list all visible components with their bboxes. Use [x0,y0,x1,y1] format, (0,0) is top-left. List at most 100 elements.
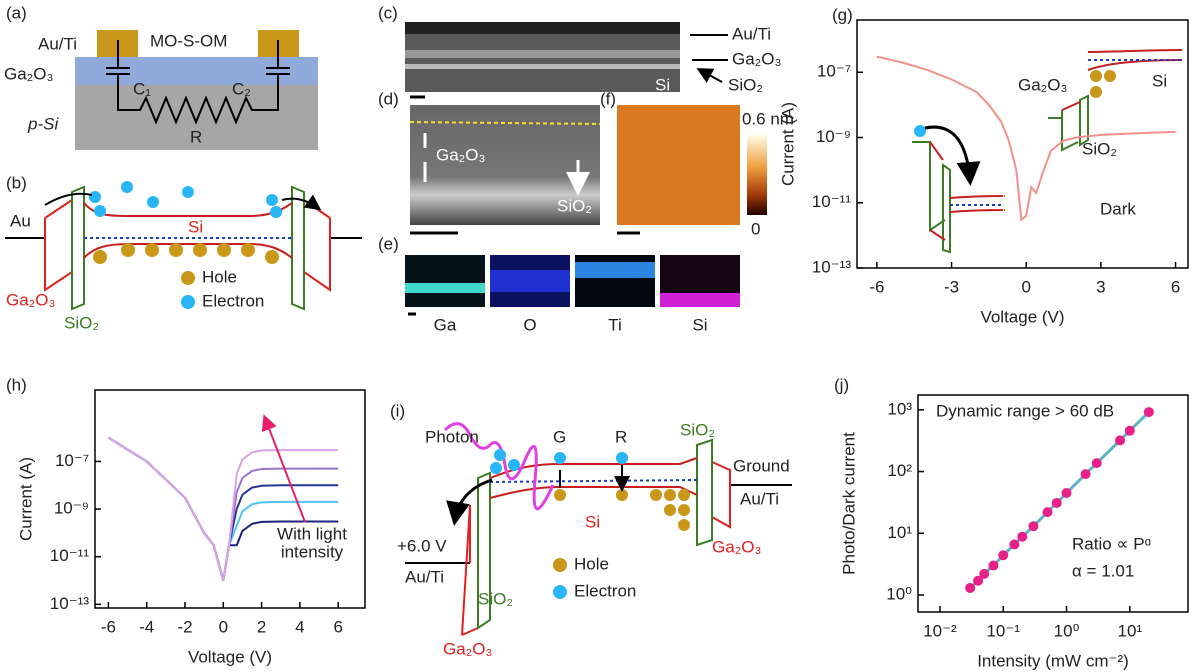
inset-band [912,49,1183,254]
insulator [291,185,305,311]
holes [93,243,279,264]
oxide-band [461,461,731,636]
map [575,262,655,278]
text: Ga₂O₃ [732,49,781,68]
panel-label: (f) [600,89,616,108]
x-tick-label: 10⁰ [1054,621,1080,640]
x-tick-label: -6 [869,277,884,296]
text: SiO₂ [680,420,715,439]
map [660,293,740,307]
legend-swatch [553,585,567,599]
x-tick-label: 10¹ [1118,621,1143,640]
panel-a: (a) Au/Ti MO-S-OM Ga₂O₃ p-Si C₁ C₂ R [4,3,318,150]
y-tick-label: 10³ [887,399,912,418]
x-tick-label: 6 [1171,277,1180,296]
y-tick-label: 10¹ [887,523,912,542]
text: Photon [425,427,479,446]
text: R [190,127,202,146]
text: Au [10,211,31,230]
text: R [615,427,627,446]
panel-label: (i) [390,401,405,420]
text: SiO₂ [728,75,763,94]
sem-image [405,22,680,34]
y-tick-label: 10⁻¹³ [812,257,852,276]
layer [75,57,318,85]
x-tick-label: 0 [219,617,228,636]
x-tick-label: -4 [139,617,154,636]
afm-image [617,105,740,225]
text: Ga₂O₃ [443,639,492,658]
panel-label: (b) [6,173,27,192]
text: Ga₂O₃ [712,537,761,556]
panel-c: (c) Au/Ti Ga₂O₃ SiO₂ Si [378,3,781,99]
data-point [988,560,999,571]
text: Ga₂O₃ [436,145,485,164]
text: Ga₂O₃ [6,290,55,309]
text: Si [692,315,707,334]
text: C₁ [133,79,151,98]
oxide-band [44,199,331,292]
data-point [1051,497,1062,508]
text: Ti [608,315,622,334]
y-tick-label: 10⁻⁷ [817,62,851,81]
map [405,255,485,307]
circuit [106,40,290,125]
annotation-arrow [261,414,306,523]
text: Au/Ti [732,24,771,43]
panel-label: (h) [6,375,27,394]
text: +6.0 V [397,536,447,555]
x-tick-label: 6 [333,617,342,636]
data-point [1061,487,1072,498]
y-axis-label: Current (A) [16,457,35,541]
arrow [690,34,728,82]
x-tick-label: -3 [944,277,959,296]
y-tick-label: 10⁻¹¹ [812,192,852,211]
arrow [423,133,578,190]
x-axis-label: Voltage (V) [188,647,272,666]
panel-label: (a) [6,3,27,22]
y-tick-label: 10⁰ [886,584,912,603]
panel-label: (c) [378,3,398,22]
panel-b: (b) Au Si Ga₂O₃ SiO₂ Hole Electron [5,173,362,332]
text: Ground [733,456,790,475]
text: 0.6 nm [742,109,794,128]
annotation: Si [1152,71,1167,90]
data-point [1143,407,1154,418]
text: O [523,315,536,334]
legend-swatch [181,295,195,309]
y-tick-label: 10⁻⁷ [55,451,89,470]
metal-level [405,484,792,564]
text: SiO₂ [478,589,513,608]
text: C₂ [232,79,251,98]
text: SiO₂ [64,313,99,332]
electrons [89,181,282,218]
y-tick-label: 10⁻¹³ [50,594,90,613]
x-tick-label: 4 [295,617,304,636]
sem-image [405,64,680,69]
data-point [1042,507,1053,518]
data-point [1009,539,1020,550]
data-line [876,55,1176,222]
x-tick-label: 10⁻² [923,621,957,640]
legend-swatch [181,271,195,285]
photon [443,422,555,511]
data-point [1080,469,1091,480]
legend-swatch [553,558,567,572]
annotation: Ga₂O₃ [1018,75,1067,94]
map [490,270,570,292]
y-tick-label: 10² [887,461,912,480]
text: Si [188,217,203,236]
text: G [553,427,566,446]
x-tick-label: -2 [177,617,192,636]
y-axis-label: Current (A) [778,102,797,186]
panel-label: (d) [378,89,399,108]
y-tick-label: 10⁻¹¹ [50,546,90,565]
annotation: Dynamic range > 60 dB [936,401,1114,420]
data-point [979,568,990,579]
arrow [559,465,622,488]
data-point [1017,531,1028,542]
sem-image [405,50,680,58]
text: SiO₂ [557,196,592,215]
text: 0 [751,219,760,238]
boundary [409,121,601,125]
